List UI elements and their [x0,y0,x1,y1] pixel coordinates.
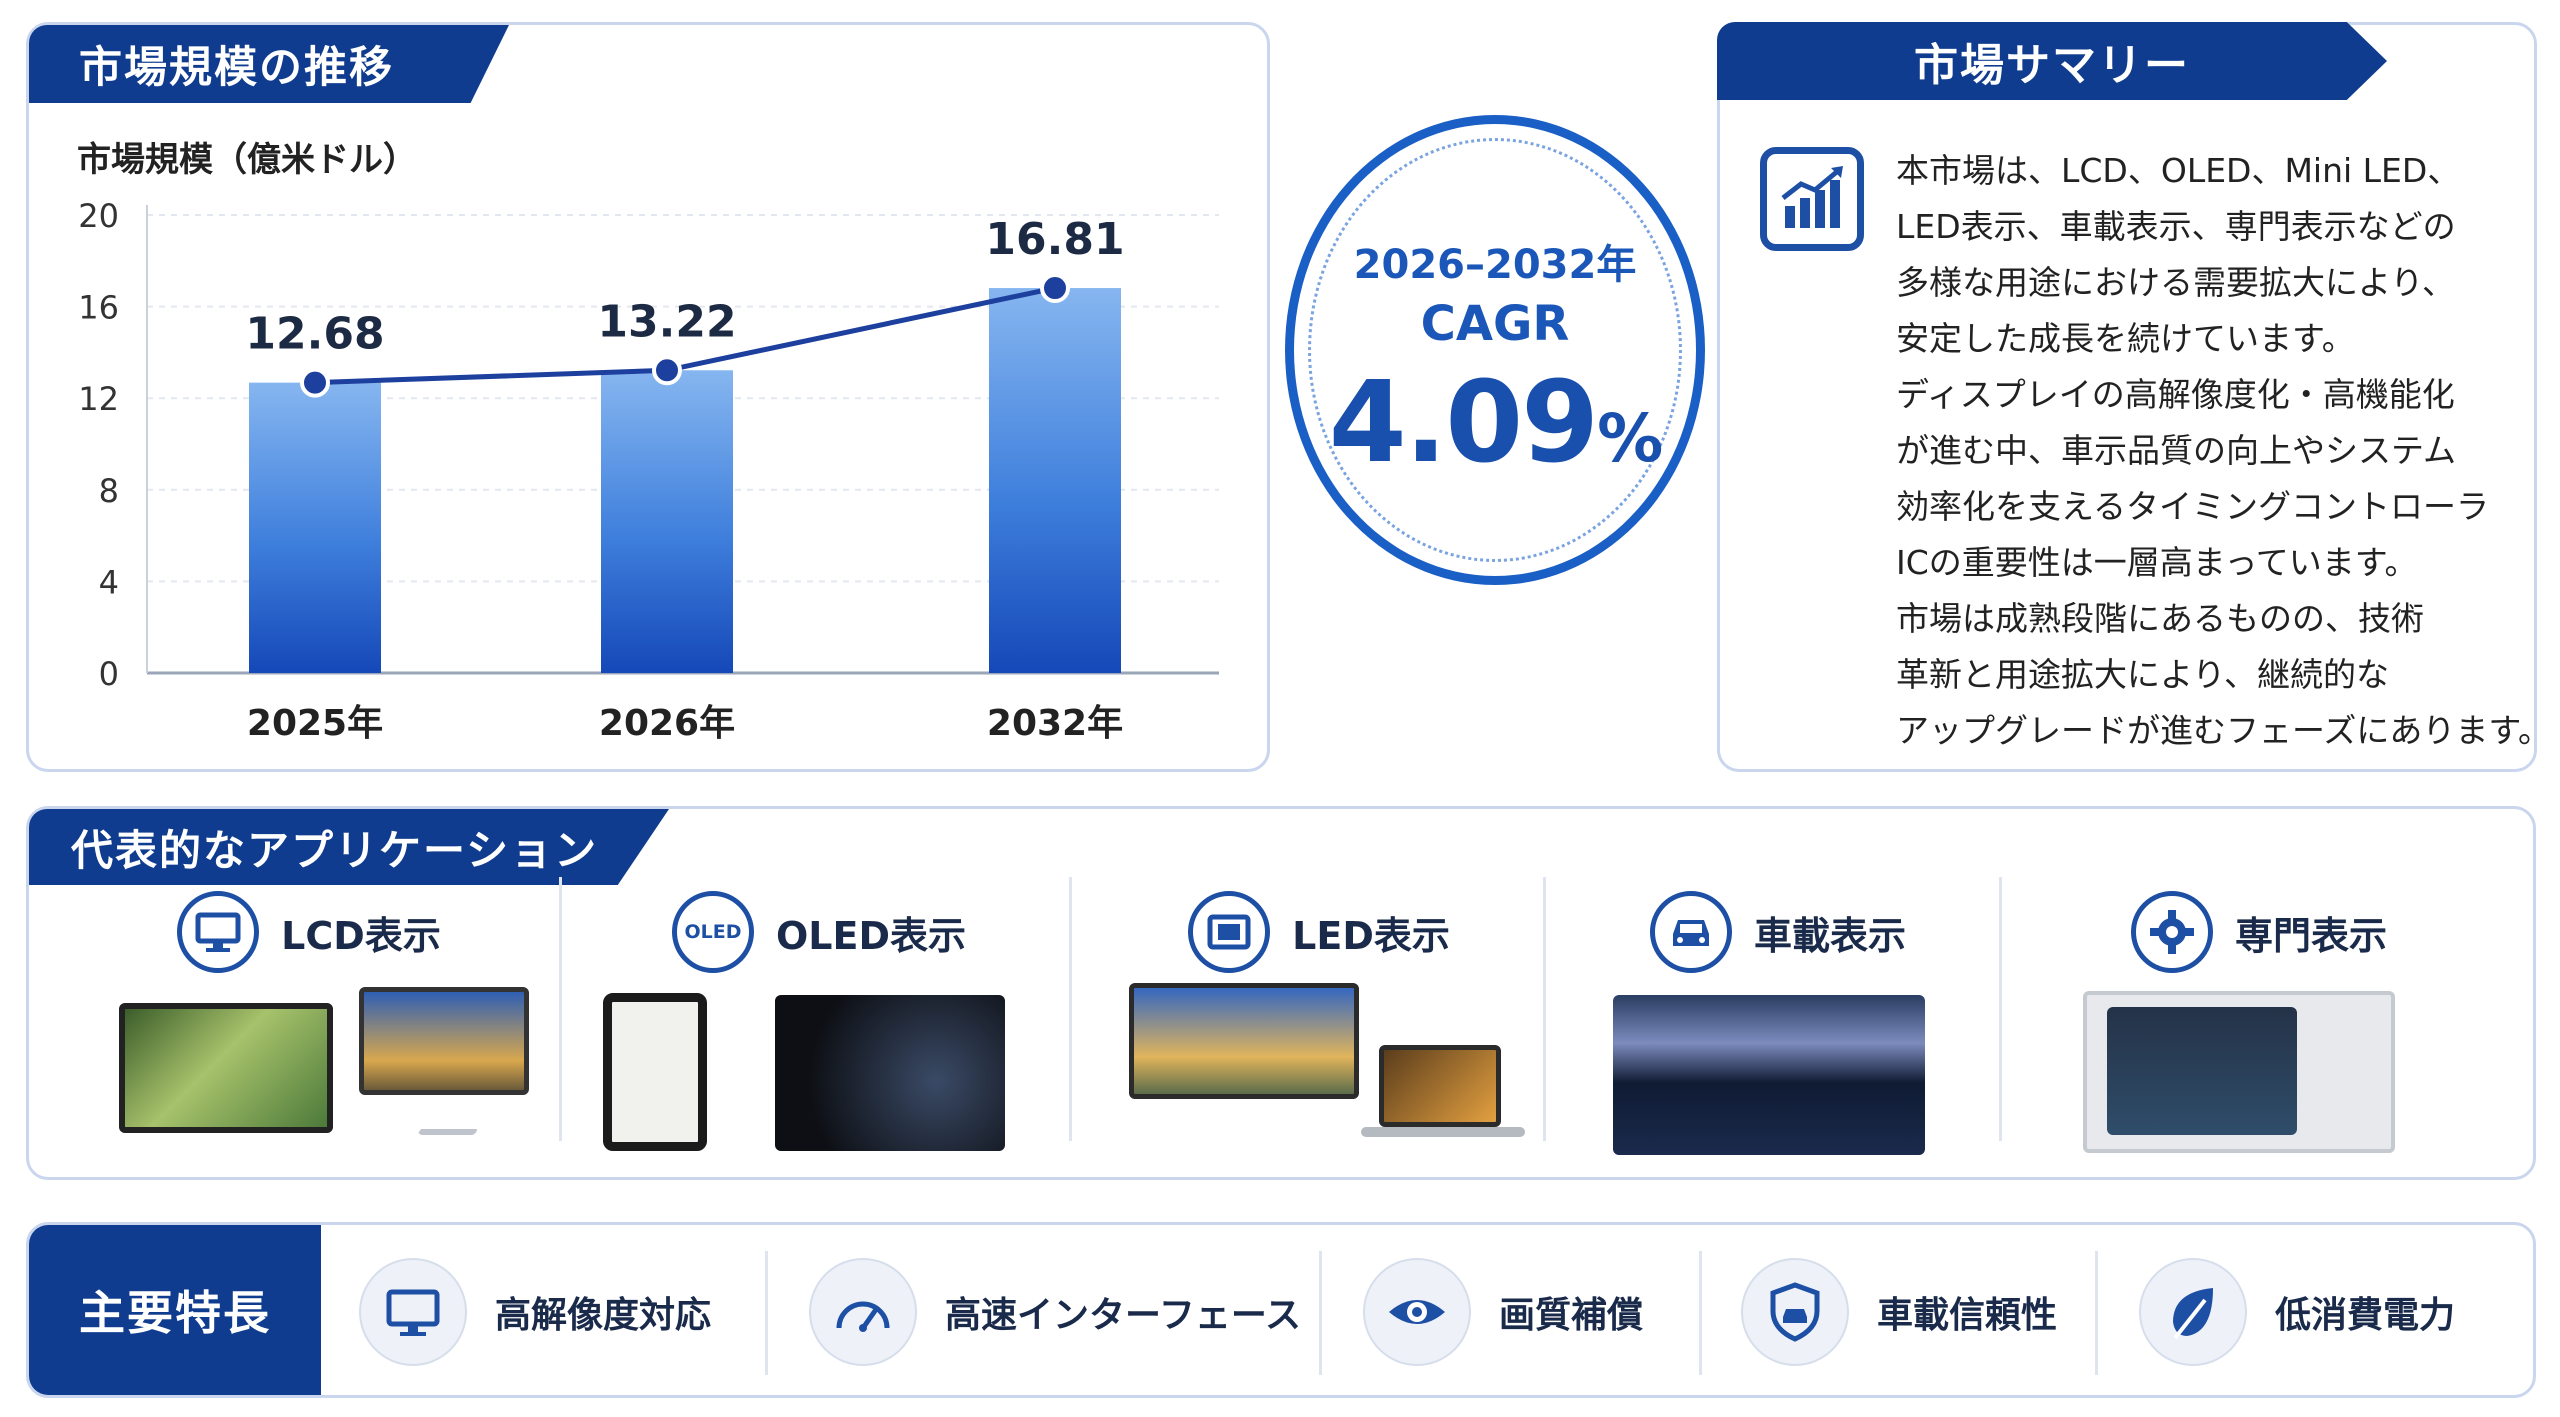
car-icon [1649,891,1732,973]
feature-item: 車載信頼性 [1741,1243,2057,1381]
app-divider [1543,877,1546,1141]
data-label: 12.68 [245,309,384,360]
feature-label: 高解像度対応 [495,1295,712,1336]
feature-label: 高速インターフェース [945,1295,1302,1336]
curved-monitor-image [1129,983,1359,1099]
oled-icon: OLED [671,891,754,973]
car-dashboard-image [1613,995,1925,1155]
feature-divider [1319,1251,1322,1375]
feature-item: 高速インターフェース [809,1243,1301,1381]
car-cockpit-image [775,995,1005,1151]
data-label: 16.81 [985,214,1124,265]
y-tick-label: 8 [99,472,119,510]
app-led: LED表示 [1079,883,1559,1173]
laptop-base [1361,1127,1525,1137]
bar-chart-icon [1760,147,1864,251]
summary-title: 市場サマリー [1717,22,2387,100]
monitor-stand [417,1095,477,1135]
app-label-lcd: LCD表示 [281,913,441,958]
monitor-icon [177,891,260,973]
summary-line: 市場は成熟段階にあるものの、技術 [1896,599,2424,638]
x-tick-label: 2025年 [247,703,383,744]
y-tick-label: 20 [78,197,119,235]
data-point [1040,273,1070,304]
app-divider [559,877,562,1141]
x-tick-label: 2026年 [599,703,735,744]
summary-line: 本市場は、LCD、OLED、Mini LED、 [1896,151,2461,190]
medical-monitor-screen [2107,1007,2297,1135]
app-label-automotive: 車載表示 [1753,913,1906,958]
ereader-image [603,993,707,1151]
market-size-card: 市場規模の推移 市場規模（億米ドル） 0 4 8 12 16 20 2025年 2026年 2… [26,22,1270,772]
app-automotive: 車載表示 [1553,883,2003,1173]
laptop-image [1379,1045,1501,1127]
oled-icon-text: OLED [684,921,742,943]
monitor-image [359,987,529,1095]
speedometer-icon [809,1258,917,1366]
features-card: 主要特長 高解像度対応 高速インターフェース 画質補償 車載信頼性 低消費電力 [26,1222,2536,1398]
market-summary-card: 市場サマリー 本市場は、LCD、OLED、Mini LED、 LED表示、車載表… [1717,22,2552,772]
cagr-inner-ring [1308,138,1682,562]
applications-card: 代表的なアプリケーション LCD表示 OLED OLED表示 LED表示 [26,806,2536,1180]
data-point [300,367,330,398]
gear-icon [2130,891,2213,973]
app-lcd: LCD表示 [49,883,569,1173]
cagr-years: 2026–2032年 [1353,242,1637,288]
summary-line: LED表示、車載表示、専門表示などの [1896,207,2456,246]
feature-item: 低消費電力 [2139,1243,2455,1381]
y-tick-label: 16 [78,289,119,327]
led-panel-icon [1188,891,1271,973]
applications-title: 代表的なアプリケーション [29,809,669,885]
x-tick-label: 2032年 [987,703,1123,744]
app-label-professional: 専門表示 [2234,913,2387,958]
tv-image [119,1003,333,1133]
cagr-badge: 2026–2032年 CAGR 4.09% [1285,115,1705,585]
features-title: 主要特長 [29,1225,321,1395]
y-tick-label: 12 [78,380,119,418]
shield-car-icon [1741,1258,1849,1366]
summary-line: 安定した成長を続けています。 [1896,319,2355,358]
feature-divider [2095,1251,2098,1375]
summary-text: 本市場は、LCD、OLED、Mini LED、 LED表示、車載表示、専門表示な… [1896,143,2552,759]
app-divider [1999,877,2002,1141]
summary-line: が進む中、車示品質の向上やシステム [1896,431,2457,470]
y-axis-label: 市場規模（億米ドル） [77,140,417,180]
bar [989,288,1121,673]
app-label-led: LED表示 [1292,913,1450,958]
feature-label: 低消費電力 [2275,1295,2456,1336]
cagr-label: CAGR [1420,296,1570,352]
bar [249,382,381,673]
cagr-value: 4.09 [1328,358,1599,488]
chart-title: 市場規模の推移 [29,25,509,103]
y-tick-label: 0 [99,655,119,693]
feature-item: 高解像度対応 [359,1243,711,1381]
data-label: 13.22 [597,296,736,347]
app-divider [1069,877,1072,1141]
data-point [652,355,682,386]
leaf-icon [2139,1258,2247,1366]
monitor-icon [359,1258,467,1366]
feature-divider [1699,1251,1702,1375]
bar [601,370,733,673]
summary-line: 効率化を支えるタイミングコントローラ [1896,487,2490,526]
eye-icon [1363,1258,1471,1366]
market-size-chart: 市場規模（億米ドル） 0 4 8 12 16 20 2025年 2026年 2032年 12.6… [77,140,1219,744]
feature-divider [765,1251,768,1375]
summary-line: アップグレードが進むフェーズにあります。 [1896,711,2552,750]
cagr-unit: % [1597,400,1663,477]
app-label-oled: OLED表示 [775,913,967,958]
app-professional: 専門表示 [2009,883,2509,1173]
summary-line: 多様な用途における需要拡大により、 [1896,263,2456,302]
summary-line: ICの重要性は一層高まっています。 [1896,543,2418,582]
feature-label: 車載信頼性 [1877,1295,2058,1336]
y-tick-label: 4 [99,563,119,601]
summary-line: 革新と用途拡大により、継続的な [1896,655,2390,694]
cagr-value-wrap: 4.09% [1294,358,1696,488]
feature-item: 画質補償 [1363,1243,1643,1381]
summary-line: ディスプレイの高解像度化・高機能化 [1896,375,2455,414]
feature-label: 画質補償 [1499,1295,1644,1336]
app-oled: OLED OLED表示 [569,883,1069,1173]
